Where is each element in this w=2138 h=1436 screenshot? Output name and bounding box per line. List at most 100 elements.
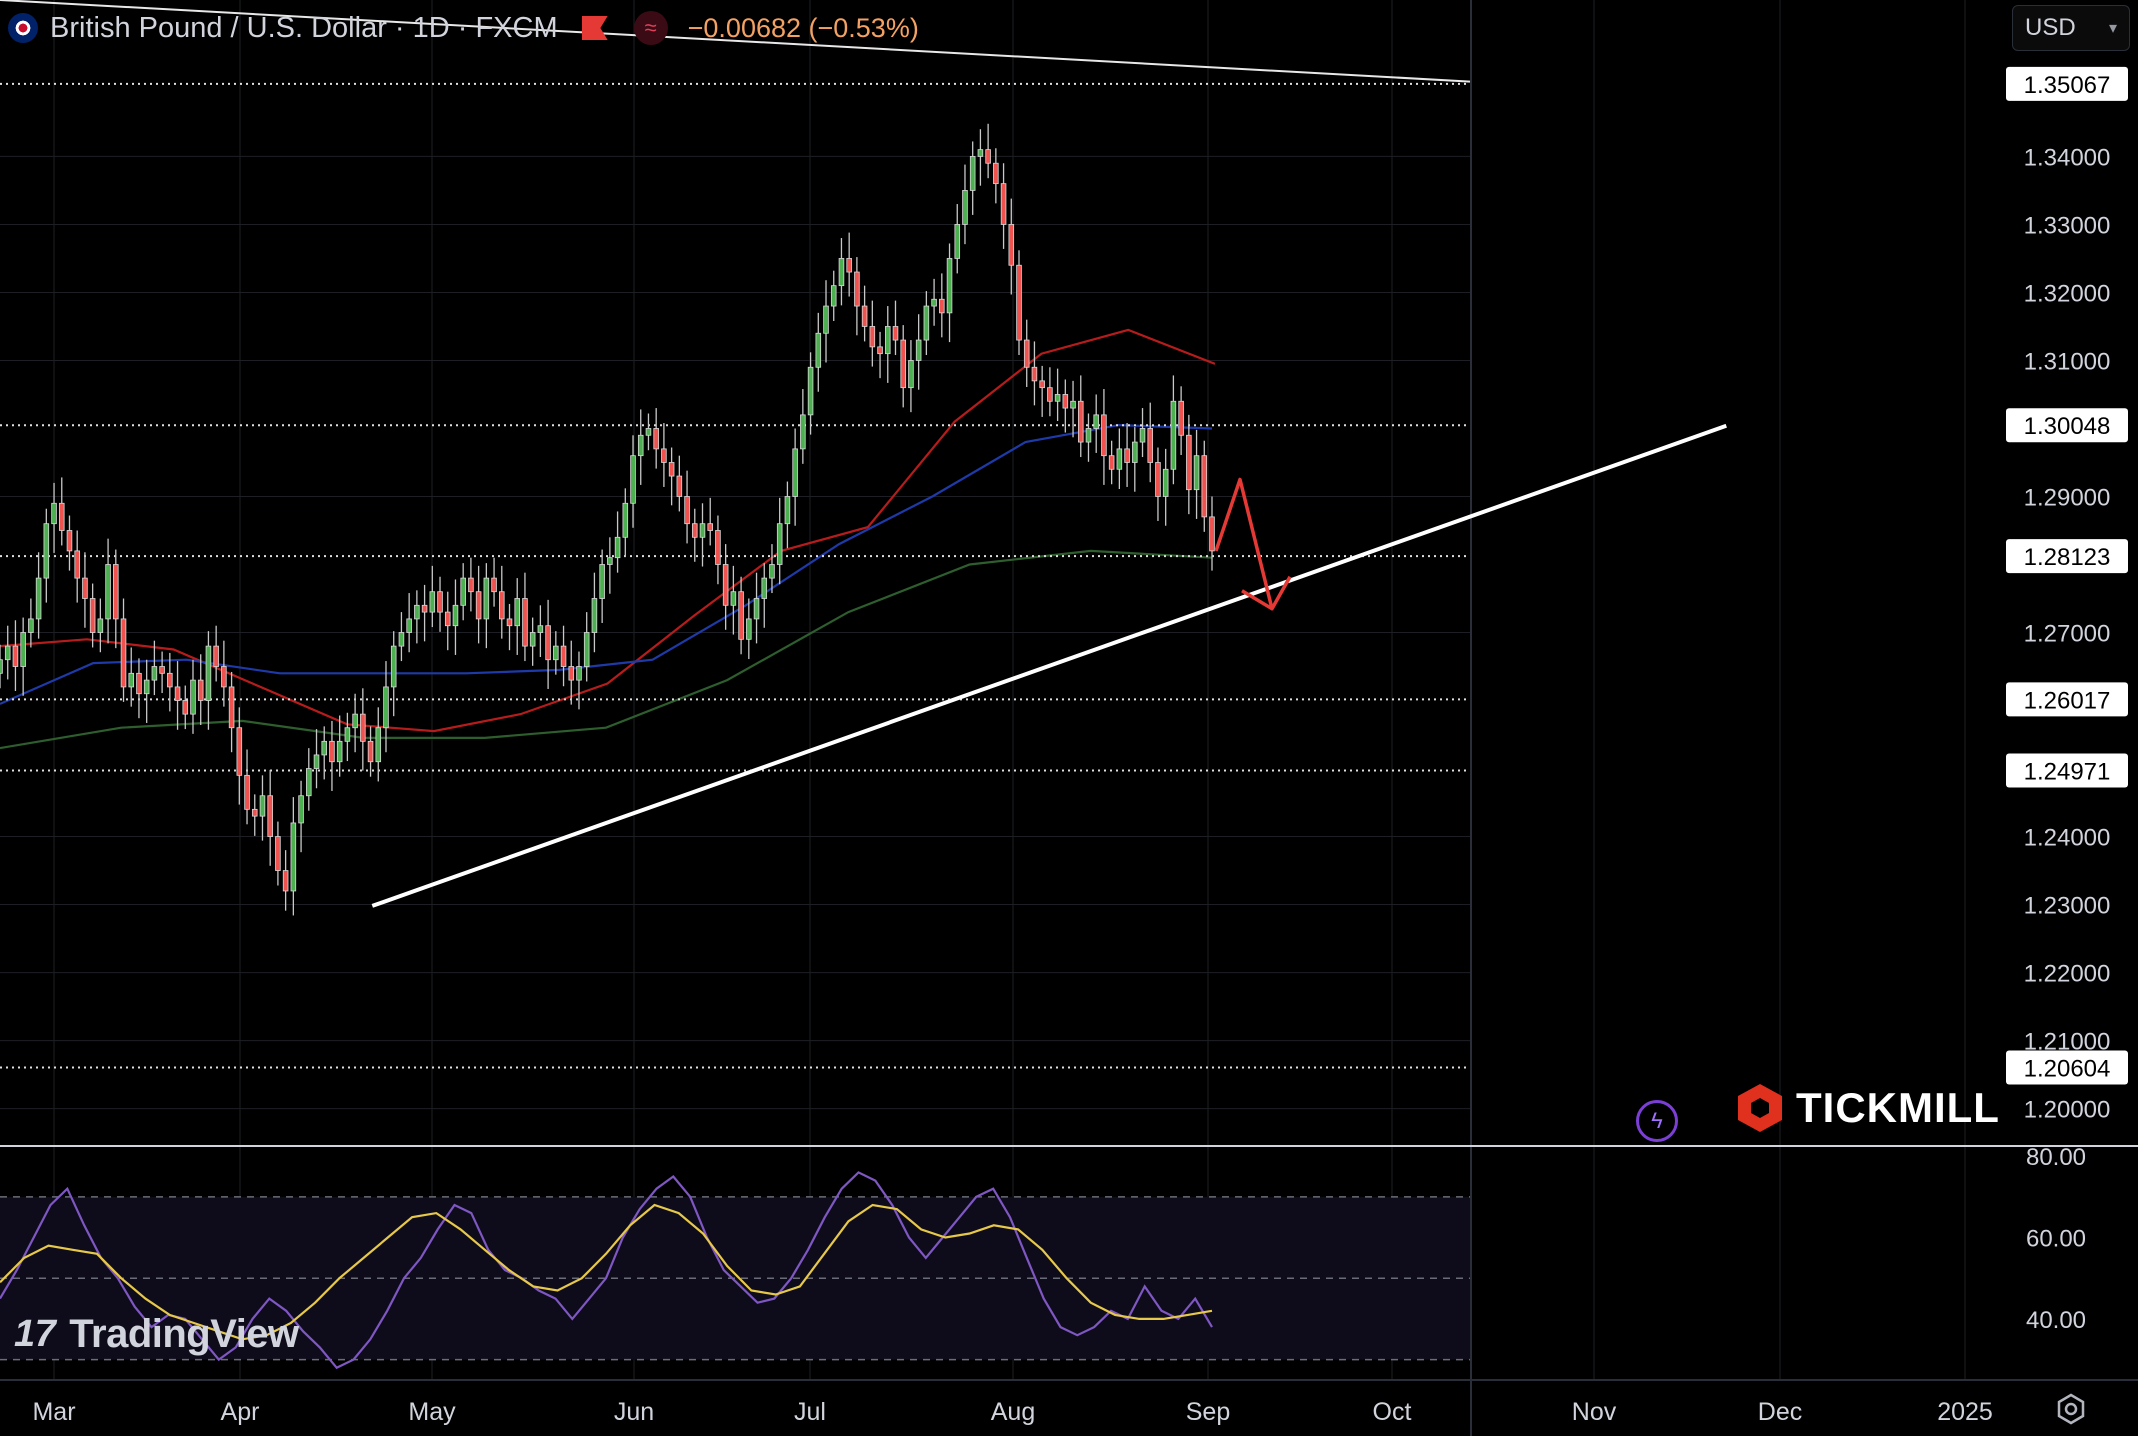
level-label-bg <box>2006 408 2128 443</box>
candle <box>668 447 675 506</box>
candle <box>939 273 945 338</box>
candle <box>1178 386 1184 455</box>
candle <box>1147 402 1154 483</box>
rsi-tick-label: 80.00 <box>2026 1144 2086 1171</box>
candle <box>12 620 19 692</box>
time-tick-label: Jul <box>794 1398 826 1426</box>
candle <box>406 593 412 653</box>
ascending-trendline <box>371 423 1727 908</box>
candle-down <box>1000 183 1007 225</box>
candle-up <box>321 740 328 756</box>
candle-down <box>1039 380 1045 389</box>
symbol-title[interactable]: British Pound / U.S. Dollar · 1D · FXCM <box>50 11 558 44</box>
price-tick-label: 1.29000 <box>2024 484 2111 511</box>
level-label: 1.28123 <box>2024 544 2111 571</box>
candle <box>715 515 721 585</box>
candle-down <box>236 727 243 776</box>
candle-up <box>807 366 814 416</box>
candle-down <box>499 591 505 620</box>
candle <box>1016 250 1022 356</box>
level-label: 1.35067 <box>2024 72 2111 99</box>
candle <box>35 552 42 639</box>
candle <box>1186 414 1192 515</box>
candle <box>475 565 482 644</box>
candle <box>228 671 235 753</box>
axes: 1.35067 1.30048 1.28123 1.26017 1.24971 1.206… <box>32 66 2128 1426</box>
candle <box>197 654 204 726</box>
time-tick-label: Oct <box>1373 1398 1412 1426</box>
candle-down <box>282 870 289 892</box>
candle <box>167 652 173 712</box>
ma-green <box>0 549 1213 750</box>
candle <box>1116 428 1123 490</box>
candle <box>58 477 65 546</box>
candle <box>854 257 860 336</box>
candle <box>390 631 397 717</box>
candle-down <box>522 598 528 647</box>
candle-down <box>1201 455 1208 518</box>
red-flag-icon[interactable] <box>581 16 608 40</box>
candle-up <box>576 666 582 681</box>
candle-down <box>228 686 235 729</box>
candle <box>514 578 521 655</box>
price-tick-label: 1.31000 <box>2024 348 2111 375</box>
candle <box>738 576 744 655</box>
tradingview-logo[interactable]: 17 TradingView <box>14 1312 299 1357</box>
candle-up <box>800 414 806 450</box>
candle <box>630 435 636 528</box>
currency-selector[interactable]: USD ▾ <box>2012 5 2130 51</box>
candle <box>769 544 775 594</box>
candle-down <box>167 672 173 688</box>
candle-up <box>823 305 829 334</box>
candle-up <box>390 645 397 688</box>
candle-down <box>545 625 551 661</box>
time-tick-label: Nov <box>1572 1398 1617 1426</box>
candle-up <box>553 645 559 661</box>
candle-up <box>792 448 798 497</box>
candle-up <box>190 679 196 715</box>
candle <box>746 598 752 660</box>
candle-down <box>1077 400 1084 443</box>
candle <box>653 408 659 469</box>
candle-down <box>1186 434 1192 491</box>
candle-up <box>1132 441 1138 463</box>
candle-up <box>1193 455 1200 491</box>
candle <box>251 794 258 836</box>
gear-icon[interactable] <box>2054 1392 2088 1426</box>
candle <box>846 232 852 297</box>
candle <box>1209 496 1215 571</box>
candle <box>969 141 976 215</box>
price-tick-label: 1.24000 <box>2024 825 2111 852</box>
candle-down <box>367 740 374 763</box>
rsi-line <box>0 1171 1213 1370</box>
candle-down <box>329 740 335 763</box>
candle <box>730 565 737 635</box>
candle-down <box>846 258 852 273</box>
candle-up <box>645 428 652 436</box>
candle <box>545 599 551 689</box>
candle <box>954 204 961 274</box>
candle-down <box>676 475 683 497</box>
candle <box>43 508 50 603</box>
candle-up <box>35 577 42 620</box>
candle <box>676 455 683 512</box>
tradingview-icon: 17 <box>14 1313 56 1355</box>
candle <box>1124 423 1130 487</box>
candle <box>89 583 96 648</box>
candle-up <box>622 502 629 538</box>
candle-down <box>985 149 991 164</box>
candle-up <box>1116 448 1123 470</box>
lightning-icon[interactable]: ϟ <box>1636 1100 1678 1142</box>
candle-up <box>51 502 57 525</box>
candle <box>1170 375 1177 485</box>
candle <box>51 482 57 553</box>
wave-icon[interactable]: ≈ <box>633 11 668 45</box>
candle <box>190 659 196 734</box>
candle-up <box>0 659 3 674</box>
level-label-bg <box>2006 539 2128 574</box>
candle-up <box>128 672 135 688</box>
candle <box>800 389 806 464</box>
candle <box>1077 375 1084 458</box>
candle <box>1132 427 1138 492</box>
